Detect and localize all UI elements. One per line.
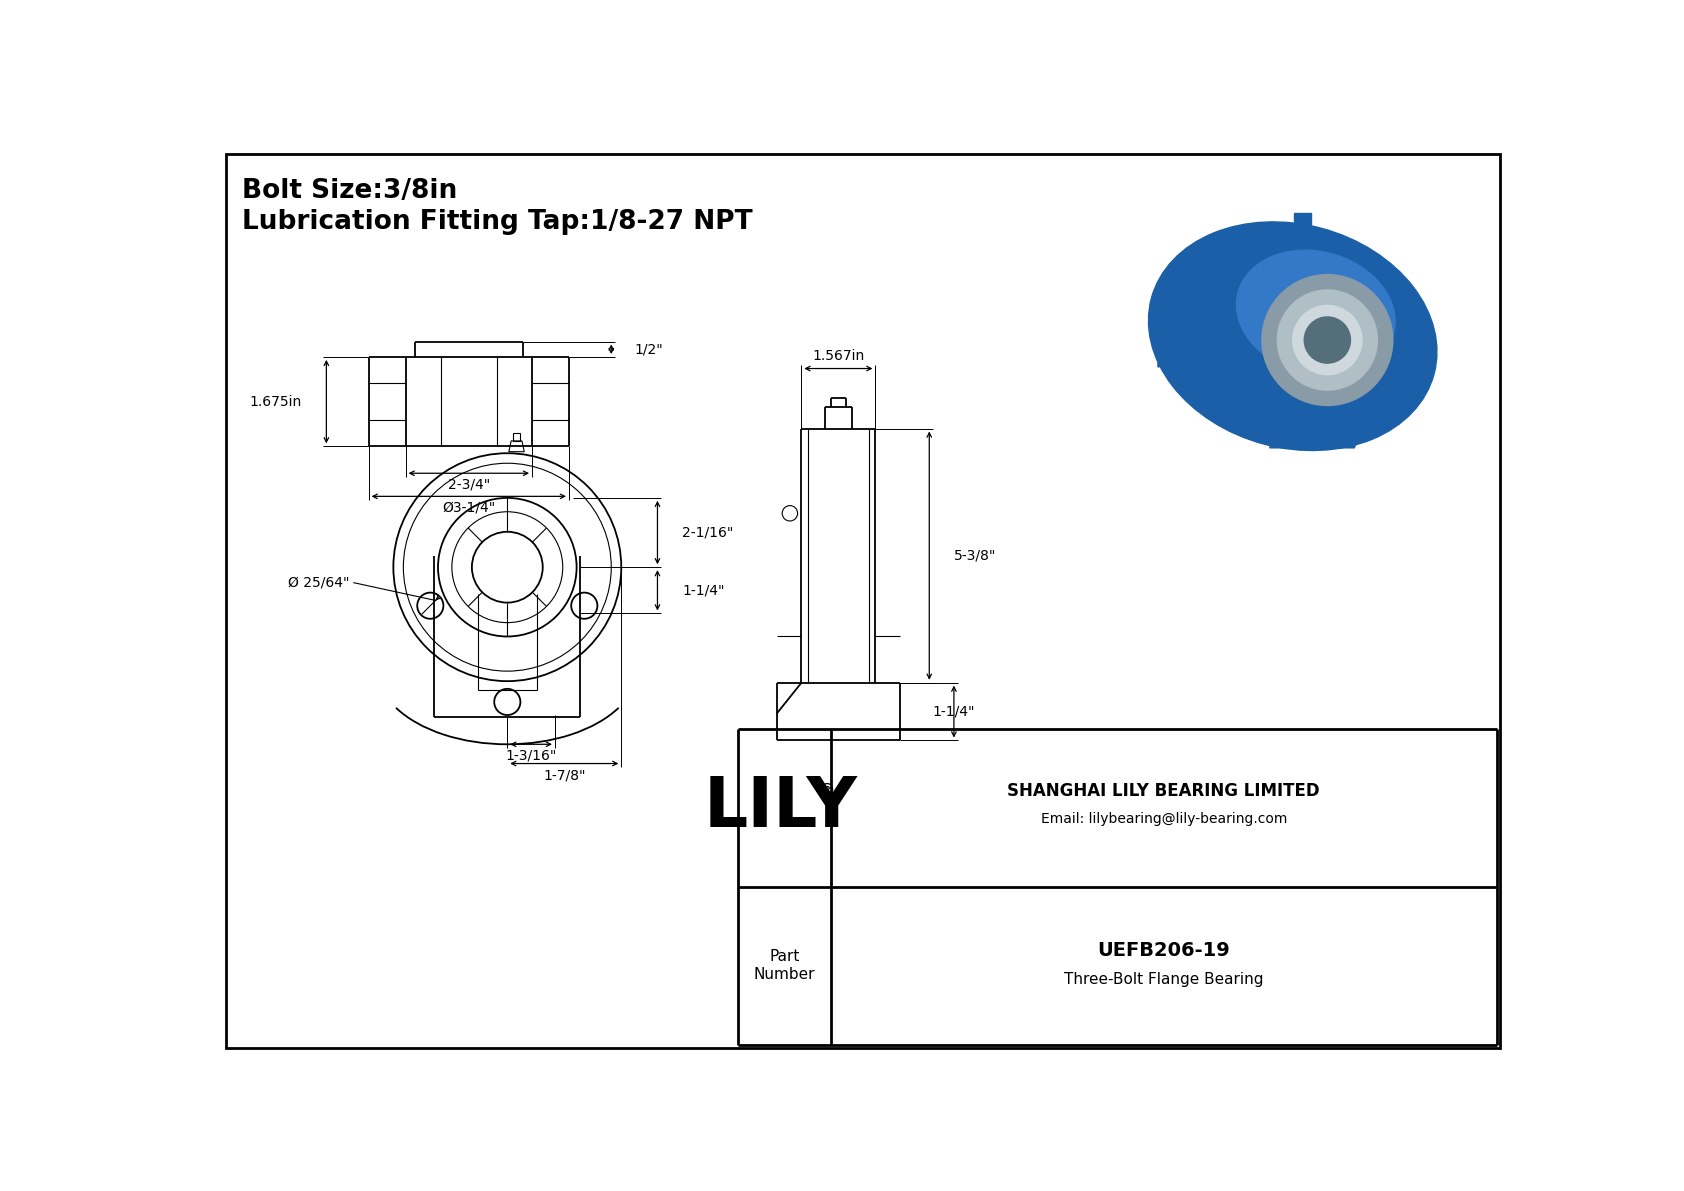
- Circle shape: [1293, 305, 1362, 375]
- Text: Bolt Size:3/8in: Bolt Size:3/8in: [242, 179, 456, 205]
- Text: Part
Number: Part Number: [754, 949, 815, 981]
- Text: LILY: LILY: [704, 774, 857, 841]
- Text: 1.675in: 1.675in: [249, 394, 301, 409]
- Text: Ø 25/64": Ø 25/64": [288, 575, 350, 590]
- Ellipse shape: [1236, 250, 1394, 376]
- Text: 1-1/4": 1-1/4": [933, 705, 975, 718]
- Text: 1/2": 1/2": [635, 342, 663, 356]
- Text: Email: lilybearing@lily-bearing.com: Email: lilybearing@lily-bearing.com: [1041, 812, 1287, 827]
- Text: 5-3/8": 5-3/8": [953, 549, 997, 562]
- Circle shape: [1261, 275, 1393, 405]
- Text: Ø3-1/4": Ø3-1/4": [443, 500, 495, 515]
- Polygon shape: [1159, 320, 1194, 367]
- Text: 2-1/16": 2-1/16": [682, 525, 734, 540]
- Ellipse shape: [1148, 222, 1436, 450]
- Text: 1.567in: 1.567in: [812, 349, 864, 363]
- Text: UEFB206-19: UEFB206-19: [1098, 941, 1229, 960]
- Text: 1-3/16": 1-3/16": [505, 749, 556, 763]
- Polygon shape: [1270, 429, 1362, 448]
- Text: 2-3/4": 2-3/4": [448, 478, 490, 491]
- Text: Three-Bolt Flange Bearing: Three-Bolt Flange Bearing: [1064, 972, 1263, 987]
- Text: Lubrication Fitting Tap:1/8-27 NPT: Lubrication Fitting Tap:1/8-27 NPT: [242, 210, 753, 235]
- Circle shape: [1276, 289, 1378, 391]
- Text: 1-1/4": 1-1/4": [682, 584, 724, 598]
- Polygon shape: [1159, 310, 1194, 330]
- Text: ®: ®: [818, 781, 835, 800]
- Circle shape: [1305, 317, 1351, 363]
- Text: 1-7/8": 1-7/8": [542, 768, 586, 782]
- Bar: [1295, 213, 1312, 239]
- Text: SHANGHAI LILY BEARING LIMITED: SHANGHAI LILY BEARING LIMITED: [1007, 781, 1320, 800]
